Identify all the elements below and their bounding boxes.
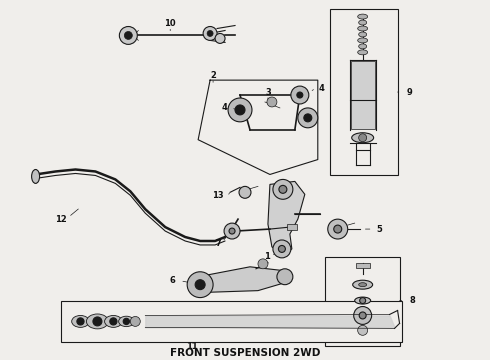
Ellipse shape — [358, 38, 368, 43]
Circle shape — [267, 97, 277, 107]
Ellipse shape — [353, 280, 372, 289]
Circle shape — [228, 98, 252, 122]
Bar — [61, 301, 401, 342]
Text: 11: 11 — [186, 342, 198, 351]
Circle shape — [203, 27, 217, 40]
Circle shape — [130, 316, 140, 327]
Circle shape — [224, 223, 240, 239]
Bar — [356, 263, 369, 268]
Circle shape — [273, 179, 293, 199]
Ellipse shape — [72, 315, 89, 327]
Polygon shape — [268, 181, 305, 254]
Ellipse shape — [359, 32, 367, 37]
Circle shape — [123, 318, 129, 325]
Text: 6: 6 — [169, 276, 175, 285]
Text: 10: 10 — [165, 19, 176, 28]
Bar — [287, 224, 297, 230]
Bar — [351, 61, 375, 129]
Circle shape — [207, 31, 213, 36]
Text: 4: 4 — [221, 103, 227, 112]
Text: 5: 5 — [377, 225, 383, 234]
Ellipse shape — [358, 26, 368, 31]
Circle shape — [358, 325, 368, 335]
Circle shape — [273, 240, 291, 258]
Circle shape — [124, 31, 132, 39]
Circle shape — [297, 92, 303, 98]
Text: 3: 3 — [265, 87, 271, 96]
Circle shape — [298, 108, 318, 128]
Circle shape — [354, 306, 371, 324]
Bar — [325, 257, 399, 346]
Ellipse shape — [104, 315, 122, 327]
Ellipse shape — [32, 170, 40, 183]
Ellipse shape — [359, 283, 367, 287]
Circle shape — [334, 225, 342, 233]
Text: FRONT SUSPENSION 2WD: FRONT SUSPENSION 2WD — [170, 348, 320, 358]
Circle shape — [328, 219, 348, 239]
Ellipse shape — [355, 297, 370, 304]
Circle shape — [279, 185, 287, 193]
Ellipse shape — [359, 44, 367, 49]
Polygon shape — [198, 267, 285, 293]
Circle shape — [278, 246, 285, 252]
Text: 4: 4 — [319, 84, 325, 93]
Circle shape — [229, 228, 235, 234]
Circle shape — [235, 105, 245, 115]
Ellipse shape — [119, 316, 134, 327]
Circle shape — [77, 318, 84, 325]
Circle shape — [277, 269, 293, 285]
Circle shape — [359, 134, 367, 142]
Circle shape — [110, 318, 117, 325]
Ellipse shape — [352, 133, 374, 143]
Ellipse shape — [358, 50, 368, 55]
Ellipse shape — [359, 20, 367, 25]
Text: 7: 7 — [215, 239, 221, 248]
Text: 2: 2 — [210, 71, 216, 80]
Ellipse shape — [358, 14, 368, 19]
Text: 1: 1 — [264, 252, 270, 261]
Text: 12: 12 — [55, 215, 67, 224]
Circle shape — [93, 317, 102, 326]
Circle shape — [239, 186, 251, 198]
Circle shape — [360, 298, 366, 303]
Circle shape — [359, 312, 366, 319]
Text: 8: 8 — [410, 296, 416, 305]
Circle shape — [258, 259, 268, 269]
Circle shape — [120, 27, 137, 44]
Circle shape — [187, 272, 213, 298]
Bar — [330, 9, 397, 175]
Ellipse shape — [86, 314, 108, 329]
Circle shape — [304, 114, 312, 122]
Circle shape — [195, 280, 205, 290]
Circle shape — [215, 33, 225, 44]
Text: 13: 13 — [212, 191, 224, 200]
Circle shape — [291, 86, 309, 104]
Text: 9: 9 — [407, 87, 413, 96]
